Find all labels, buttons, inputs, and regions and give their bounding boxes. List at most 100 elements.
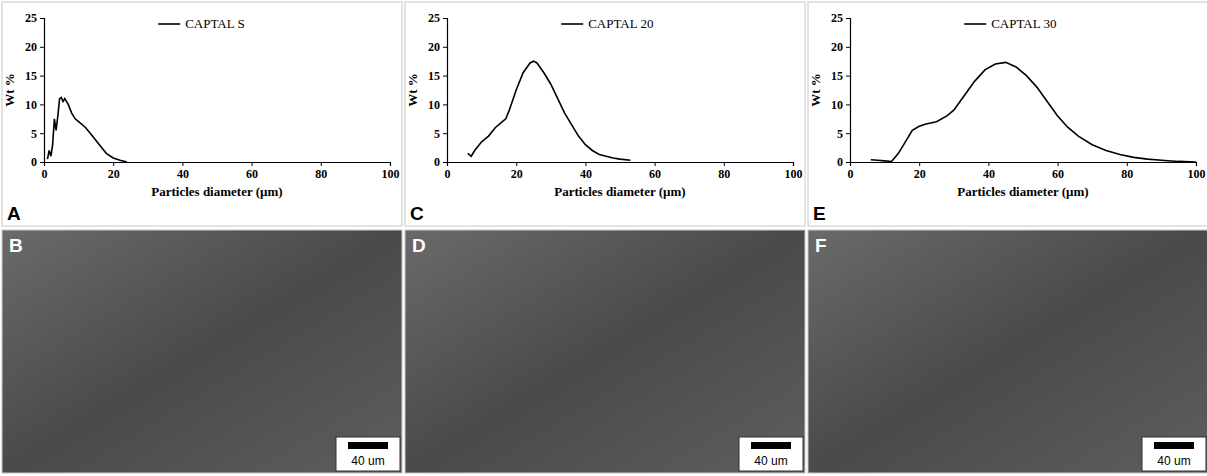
y-axis-title: Wt % (2, 73, 17, 107)
tick-label: 60 (1052, 167, 1064, 181)
tick-label: 15 (25, 69, 37, 83)
tick-mark (40, 104, 44, 105)
tick-mark (846, 47, 850, 48)
tick: 0 (848, 162, 854, 181)
tick-mark (516, 162, 517, 166)
tick-mark (40, 47, 44, 48)
axis-line (448, 163, 794, 167)
tick: 40 (580, 162, 592, 181)
tick: 60 (1052, 162, 1064, 181)
tick-label: 0 (31, 155, 37, 169)
tick-label: 20 (914, 167, 926, 181)
tick: 15 (428, 69, 447, 83)
tick-mark (443, 18, 447, 19)
legend-swatch (561, 23, 583, 25)
y-axis: 0 5 10 15 20 25 (831, 11, 851, 169)
tick: 20 (831, 40, 850, 54)
scale-bar-line (751, 442, 791, 449)
panel-label: F (815, 235, 827, 256)
tick: 5 (434, 127, 447, 141)
scale-bar-label: 40 um (1157, 454, 1190, 468)
tick-label: 40 (177, 167, 189, 181)
tick: 20 (25, 40, 44, 54)
scale-bar-line (348, 442, 388, 449)
plot-area (871, 62, 1196, 162)
tick: 0 (837, 155, 850, 169)
tick-mark (1127, 162, 1128, 166)
tick: 100 (785, 162, 803, 181)
scale-bar: 40 um (336, 437, 400, 471)
tick-label: 40 (983, 167, 995, 181)
image-panel: F 40 um (808, 230, 1207, 473)
tick-mark (1058, 162, 1059, 166)
tick-mark (321, 162, 322, 166)
tick: 10 (25, 98, 44, 112)
scale-bar-box (336, 437, 400, 471)
legend: CAPTAL 20 (561, 16, 653, 31)
panel-frame (405, 2, 805, 226)
scale-bar: 40 um (1142, 437, 1206, 471)
tick-label: 15 (831, 69, 843, 83)
legend-label: CAPTAL 30 (991, 16, 1056, 31)
tick-mark (182, 162, 183, 166)
tick: 0 (42, 162, 48, 181)
tick-label: 100 (1188, 167, 1206, 181)
tick-mark (846, 76, 850, 77)
tick-label: 0 (848, 167, 854, 181)
legend-swatch (964, 23, 986, 25)
tick: 15 (25, 69, 44, 83)
tick-label: 5 (837, 127, 843, 141)
tick-label: 20 (25, 40, 37, 54)
tick-mark (113, 162, 114, 166)
scale-bar: 40 um (739, 437, 803, 471)
tick-label: 10 (428, 98, 440, 112)
tick: 0 (31, 155, 44, 169)
plot-area (47, 97, 127, 162)
legend-label: CAPTAL S (185, 16, 245, 31)
tick-label: 0 (42, 167, 48, 181)
panel-frame (2, 2, 402, 226)
tick-label: 60 (649, 167, 661, 181)
tick: 20 (914, 162, 926, 181)
tick-label: 0 (837, 155, 843, 169)
y-axis-title: Wt % (405, 73, 420, 107)
panel: 0204060801000510152025Particles diameter… (2, 2, 402, 226)
tick-label: 0 (445, 167, 451, 181)
tick-label: 15 (428, 69, 440, 83)
tick: 5 (31, 127, 44, 141)
tick: 20 (428, 40, 447, 54)
image-panel: B40 um (2, 230, 402, 473)
tick-label: 25 (831, 11, 843, 25)
legend-label: CAPTAL 20 (588, 16, 653, 31)
tick-label: 80 (315, 167, 327, 181)
tick-label: 10 (831, 98, 843, 112)
tick: 0 (445, 162, 451, 181)
legend-swatch (158, 23, 180, 25)
tick: 100 (1188, 162, 1206, 181)
panel-label: C (410, 203, 424, 224)
y-axis-title: Wt % (808, 73, 823, 107)
image-panel: D40 um (405, 230, 805, 473)
tick-label: 25 (25, 11, 37, 25)
tick-label: 80 (718, 167, 730, 181)
tick: 40 (177, 162, 189, 181)
tick-mark (846, 18, 850, 19)
scale-bar-box (1142, 437, 1206, 471)
sem-image (808, 230, 1207, 473)
plot-area (468, 61, 631, 160)
tick: 100 (382, 162, 400, 181)
tick-mark (252, 162, 253, 166)
tick-label: 10 (25, 98, 37, 112)
tick-mark (40, 162, 44, 163)
tick-label: 20 (511, 167, 523, 181)
tick-mark (846, 104, 850, 105)
panel: 0204060801000510152025Particles diameter… (405, 2, 805, 226)
tick-mark (655, 162, 656, 166)
tick-mark (40, 76, 44, 77)
tick: 40 (983, 162, 995, 181)
panel-label: A (7, 203, 21, 224)
tick-mark (724, 162, 725, 166)
axis-line (40, 19, 45, 163)
panel-frame (808, 2, 1207, 226)
tick-label: 20 (108, 167, 120, 181)
